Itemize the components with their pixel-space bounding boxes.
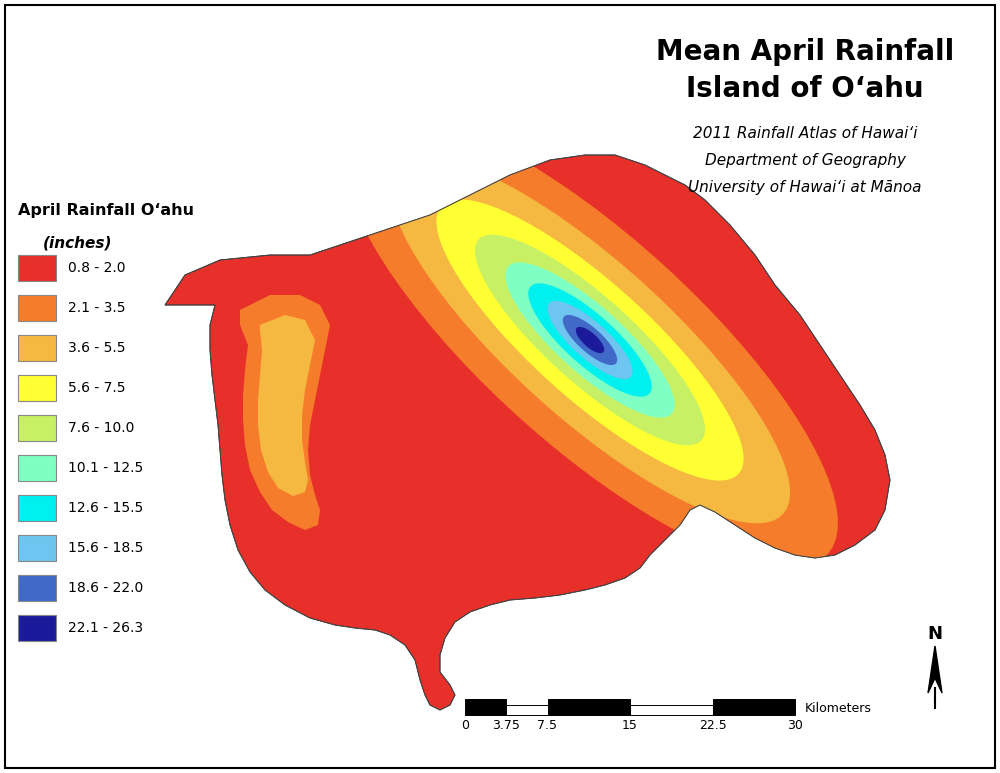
Bar <box>18 535 56 561</box>
Text: 2.1 - 3.5: 2.1 - 3.5 <box>68 301 126 315</box>
Bar <box>18 495 56 521</box>
Bar <box>18 375 56 401</box>
Polygon shape <box>547 301 633 379</box>
Bar <box>506 705 548 715</box>
Polygon shape <box>576 327 604 353</box>
Polygon shape <box>390 157 790 523</box>
Text: 3.75: 3.75 <box>492 719 520 732</box>
Bar <box>18 455 56 481</box>
Text: Mean April Rainfall: Mean April Rainfall <box>656 38 954 66</box>
Bar <box>465 705 506 715</box>
Text: 10.1 - 12.5: 10.1 - 12.5 <box>68 461 143 475</box>
Text: 15: 15 <box>622 719 638 732</box>
Text: 12.6 - 15.5: 12.6 - 15.5 <box>68 501 143 515</box>
Bar <box>18 295 56 321</box>
Bar <box>712 699 795 705</box>
Bar <box>18 335 56 361</box>
Text: (inches): (inches) <box>43 235 112 250</box>
Text: 7.6 - 10.0: 7.6 - 10.0 <box>68 421 134 435</box>
Text: Island of Oʻahu: Island of Oʻahu <box>686 75 924 103</box>
Text: 22.5: 22.5 <box>699 719 726 732</box>
Text: 22.1 - 26.3: 22.1 - 26.3 <box>68 621 143 635</box>
Polygon shape <box>258 315 315 496</box>
Bar <box>548 699 630 705</box>
Circle shape <box>687 517 713 543</box>
Bar <box>712 705 795 715</box>
Polygon shape <box>165 155 890 710</box>
Bar <box>18 575 56 601</box>
Bar <box>18 255 56 281</box>
Text: 0.8 - 2.0: 0.8 - 2.0 <box>68 261 126 275</box>
Polygon shape <box>475 235 705 445</box>
Text: 7.5: 7.5 <box>538 719 558 732</box>
Text: April Rainfall Oʻahu: April Rainfall Oʻahu <box>18 203 194 218</box>
Text: 3.6 - 5.5: 3.6 - 5.5 <box>68 341 126 355</box>
Text: 15.6 - 18.5: 15.6 - 18.5 <box>68 541 143 555</box>
Text: 0: 0 <box>461 719 469 732</box>
Text: N: N <box>928 625 942 643</box>
Text: University of Hawaiʻi at Mānoa: University of Hawaiʻi at Mānoa <box>688 180 922 195</box>
Polygon shape <box>240 295 330 530</box>
Polygon shape <box>342 112 838 568</box>
Text: Department of Geography: Department of Geography <box>705 153 905 168</box>
Text: 18.6 - 22.0: 18.6 - 22.0 <box>68 581 143 595</box>
Bar <box>18 415 56 441</box>
Polygon shape <box>928 646 942 693</box>
Polygon shape <box>528 284 652 397</box>
Bar <box>18 615 56 641</box>
Text: 30: 30 <box>787 719 803 732</box>
Text: Kilometers: Kilometers <box>805 702 872 714</box>
Bar <box>548 705 630 715</box>
Bar <box>465 699 506 705</box>
Text: 2011 Rainfall Atlas of Hawaiʻi: 2011 Rainfall Atlas of Hawaiʻi <box>693 126 917 141</box>
Polygon shape <box>563 315 617 365</box>
Bar <box>630 705 712 715</box>
Polygon shape <box>436 199 744 481</box>
Text: 5.6 - 7.5: 5.6 - 7.5 <box>68 381 126 395</box>
Polygon shape <box>505 263 675 417</box>
